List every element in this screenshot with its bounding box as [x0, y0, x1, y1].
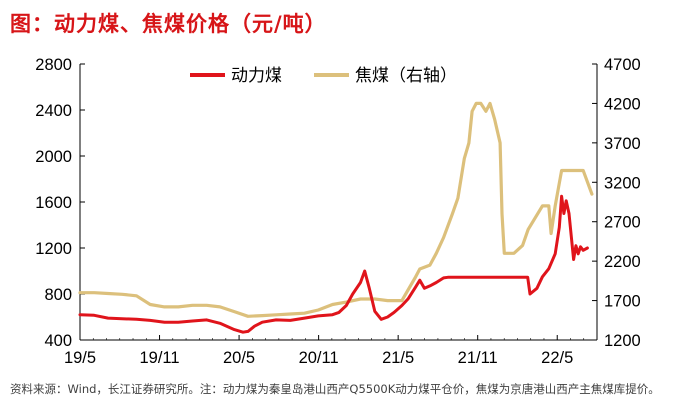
- right-tick-label: 4200: [604, 95, 641, 113]
- left-tick-label: 1200: [35, 240, 72, 258]
- right-axis-ticks: 1200 1700 2200 2700 3200 3700 4200 4700: [592, 56, 641, 350]
- right-tick-label: 2200: [604, 253, 641, 271]
- right-tick-label: 3200: [604, 174, 641, 192]
- left-tick-label: 2800: [35, 56, 72, 74]
- legend: 动力煤 焦煤（右轴）: [190, 66, 457, 86]
- legend-label-thermal: 动力煤: [231, 66, 282, 86]
- thermal-coal-line: [78, 194, 589, 334]
- right-tick-label: 2700: [604, 214, 641, 232]
- source-note: 资料来源：Wind，长江证券研究所。注：动力煤为秦皇岛港山西产Q5500K动力煤…: [10, 382, 660, 396]
- left-tick-label: 2000: [35, 148, 72, 166]
- x-tick-label: 20/11: [299, 349, 339, 367]
- x-tick-label: 22/5: [541, 349, 573, 367]
- left-tick-label: 400: [44, 332, 72, 350]
- x-tick-label: 19/11: [139, 349, 179, 367]
- right-tick-label: 1700: [604, 293, 641, 311]
- right-tick-label: 4700: [604, 56, 641, 74]
- series-layer: [78, 101, 594, 334]
- x-axis-ticks: 19/5 19/11 20/5 20/11 21/5 21/11 22/5: [64, 335, 598, 367]
- right-tick-label: 3700: [604, 135, 641, 153]
- coking-coal-line: [78, 101, 594, 318]
- x-tick-label: 20/5: [223, 349, 255, 367]
- x-tick-label: 21/5: [382, 349, 414, 367]
- legend-label-coking: 焦煤（右轴）: [355, 66, 457, 86]
- left-tick-label: 2400: [35, 102, 72, 120]
- axes: [79, 64, 598, 341]
- left-axis-ticks: 400 800 1200 1600 2000 2400 2800: [35, 56, 85, 350]
- x-tick-label: 19/5: [64, 349, 96, 367]
- left-tick-label: 800: [44, 286, 72, 304]
- right-tick-label: 1200: [604, 332, 641, 350]
- x-tick-label: 21/11: [458, 349, 498, 367]
- left-tick-label: 1600: [35, 194, 72, 212]
- chart-title: 图：动力煤、焦煤价格（元/吨）: [10, 12, 327, 36]
